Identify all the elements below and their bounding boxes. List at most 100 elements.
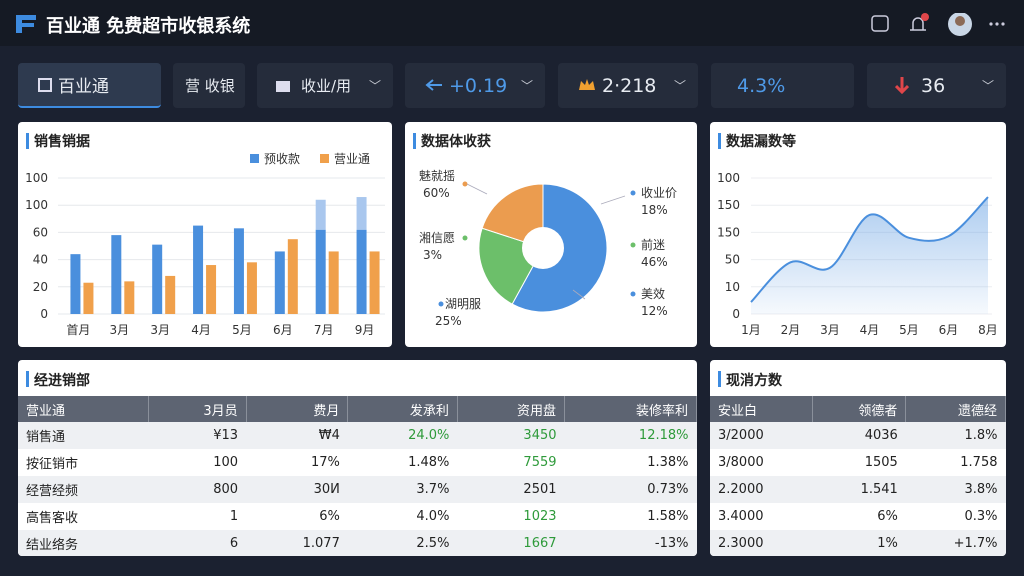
title-accent bbox=[413, 133, 416, 149]
table-cell: 2501 bbox=[457, 476, 565, 503]
x-tick-label: 3月 bbox=[820, 323, 840, 337]
bar bbox=[369, 251, 380, 314]
bar bbox=[152, 244, 163, 314]
leader-line bbox=[600, 195, 626, 205]
tab[interactable]: +0.19 ﹀ bbox=[405, 63, 545, 108]
x-tick-label: 6月 bbox=[273, 323, 293, 337]
table-cell: 经营经频 bbox=[18, 476, 149, 503]
column-header: 装修率利 bbox=[564, 396, 697, 422]
bar bbox=[315, 229, 326, 314]
pie-label-value: 25% bbox=[435, 314, 462, 328]
table-panel: 现消方数 安业白 领德者 遗德经 3/2000 4036 1.8% 3/8000 1505 1.7… bbox=[710, 360, 1006, 556]
bar bbox=[111, 235, 122, 314]
tab[interactable]: 百业通 bbox=[18, 63, 161, 108]
table-row: 3/8000 1505 1.758 bbox=[710, 449, 1006, 476]
y-tick-label: 100 bbox=[25, 198, 48, 212]
tab[interactable]: 收业/用 ﹀ bbox=[257, 63, 393, 108]
legend-swatch bbox=[250, 154, 259, 163]
table-cell: 24.0% bbox=[347, 422, 458, 449]
table-cell: 1.8% bbox=[905, 422, 1006, 449]
table-row: 2.3000 1% +1.7% bbox=[710, 530, 1006, 556]
table-cell: 3.4000 bbox=[718, 509, 764, 524]
tab[interactable]: 营 收银 bbox=[173, 63, 245, 108]
table-row: 3/2000 4036 1.8% bbox=[710, 422, 1006, 449]
pie-label-value: 18% bbox=[641, 203, 668, 217]
panel-title: 销售销据 bbox=[34, 133, 90, 150]
app-title: 百业通 免费超市收银系统 bbox=[46, 16, 251, 37]
x-tick-label: 9月 bbox=[355, 323, 375, 337]
panel-title: 经进销部 bbox=[34, 373, 90, 389]
column-header: 3月员 bbox=[148, 396, 247, 422]
tab[interactable]: 4.3% bbox=[711, 63, 854, 108]
table-row: 按征销市 100 17% 1.48% 7559 1.38% bbox=[18, 449, 697, 476]
tab[interactable]: 36 ﹀ bbox=[867, 63, 1006, 108]
line-chart: 数据漏数等 0 10 50 150 150 100 1月 2月 3月 4月 5月 6月 8月 bbox=[717, 133, 998, 337]
table-cell: 17% bbox=[310, 455, 340, 470]
x-tick-label: 5月 bbox=[232, 323, 252, 337]
table-cell: 2.3000 bbox=[710, 530, 813, 556]
bar bbox=[70, 254, 81, 314]
column-header: 发承利 bbox=[347, 396, 458, 422]
header-row: 营业通 3月员 费月 发承利 资用盘 装修率利 bbox=[18, 396, 697, 422]
bar bbox=[246, 262, 257, 314]
label-dot bbox=[462, 181, 468, 187]
tab-label: +0.19 bbox=[449, 74, 508, 97]
table-cell: 3450 bbox=[457, 422, 565, 449]
label-dot bbox=[630, 291, 636, 297]
x-tick-label: 4月 bbox=[860, 323, 880, 337]
tab-label: 百业通 bbox=[58, 77, 109, 97]
x-tick-label: 1月 bbox=[741, 323, 761, 337]
title-accent bbox=[718, 371, 721, 387]
data-table: 安业白 领德者 遗德经 3/2000 4036 1.8% 3/8000 1505 1.758 2.… bbox=[710, 396, 1006, 556]
table-cell: ₩4 bbox=[246, 422, 348, 449]
table-row: 3.4000 6% 0.3% bbox=[710, 503, 1006, 530]
y-tick-label: 150 bbox=[717, 198, 740, 212]
pie-label-name: 湘信愿 bbox=[419, 230, 455, 245]
tab[interactable]: 2·218 ﹀ bbox=[558, 63, 698, 108]
table-cell: 2.2000 bbox=[710, 476, 813, 503]
pie-label-name: 魅就摇 bbox=[419, 168, 455, 183]
table-cell: 结业络务 bbox=[18, 530, 149, 556]
table-cell: 0.73% bbox=[564, 476, 697, 503]
table-cell: 2.5% bbox=[347, 530, 458, 556]
bar bbox=[356, 229, 367, 314]
column-header: 安业白 bbox=[710, 396, 814, 422]
tab-label: 营 收银 bbox=[185, 77, 235, 95]
legend-label: 预收款 bbox=[264, 152, 300, 166]
top-icons[interactable] bbox=[870, 13, 1010, 37]
title-accent bbox=[26, 133, 29, 149]
bar bbox=[193, 225, 204, 314]
y-tick-label: 60 bbox=[33, 225, 48, 239]
table-cell: 销售通 bbox=[18, 422, 149, 449]
table-cell: 100 bbox=[213, 455, 239, 470]
y-tick-label: 40 bbox=[33, 253, 48, 267]
pie-hole bbox=[522, 227, 564, 269]
x-tick-label: 7月 bbox=[314, 323, 334, 337]
x-tick-label: 6月 bbox=[939, 323, 959, 337]
tab-icon bbox=[276, 81, 290, 92]
y-tick-label: 50 bbox=[725, 253, 740, 267]
table-row: 结业络务 6 1.077 2.5% 1667 -13% bbox=[18, 530, 697, 556]
table-cell: 1.077 bbox=[246, 530, 348, 556]
x-tick-label: 5月 bbox=[899, 323, 919, 337]
tab-icon bbox=[425, 79, 442, 91]
column-header: 遗德经 bbox=[905, 396, 1006, 422]
y-tick-label: 100 bbox=[25, 171, 48, 185]
bar bbox=[287, 239, 298, 314]
header-row: 安业白 领德者 遗德经 bbox=[710, 396, 1006, 422]
label-dot bbox=[630, 190, 636, 196]
table-cell: -13% bbox=[564, 530, 697, 556]
table-cell: ¥13 bbox=[148, 422, 247, 449]
bar bbox=[315, 199, 326, 230]
line-panel: 数据漏数等 0 10 50 150 150 100 1月 2月 3月 4月 5月 6月 8月 bbox=[710, 122, 1006, 347]
y-tick-label: 0 bbox=[732, 307, 740, 321]
title-accent bbox=[26, 371, 29, 387]
pie-slice bbox=[481, 183, 544, 249]
y-tick-label: 10 bbox=[725, 280, 740, 294]
x-tick-label: 4月 bbox=[191, 323, 211, 337]
tab-label: 4.3% bbox=[737, 74, 786, 97]
bar bbox=[274, 251, 285, 314]
